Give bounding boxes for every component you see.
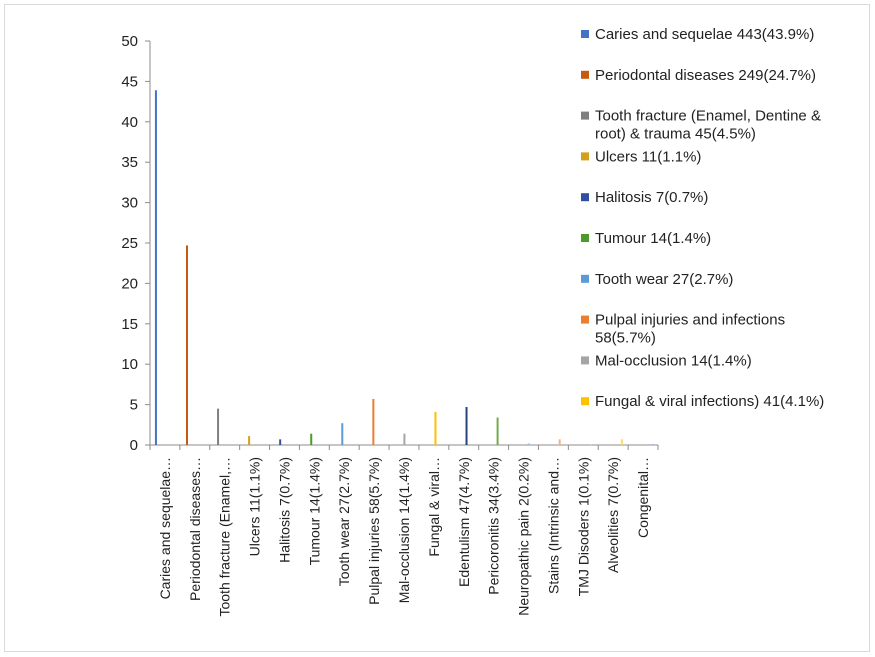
category-label: Tooth wear 27(2.7%) xyxy=(336,457,352,586)
y-tick-label: 45 xyxy=(121,73,138,90)
category-label: Congenital… xyxy=(635,457,651,538)
bar xyxy=(589,444,592,445)
bar xyxy=(403,433,406,445)
legend-label: Pulpal injuries and infections 58(5.7%) xyxy=(595,312,785,347)
legend-label: Tooth fracture (Enamel, Dentine & root) &… xyxy=(595,108,821,143)
bar xyxy=(186,245,188,445)
category-label: Stains (Intrinsic and… xyxy=(545,457,561,594)
bar xyxy=(434,411,437,445)
legend-label: Tumour 14(1.4%) xyxy=(595,230,711,247)
category-label: Alveolities 7(0.7%) xyxy=(605,457,621,573)
bar xyxy=(154,90,157,446)
y-tick-label: 20 xyxy=(121,275,138,292)
y-tick-label: 40 xyxy=(121,114,138,131)
legend-swatch xyxy=(581,111,589,120)
category-label: Caries and sequelae… xyxy=(157,457,173,599)
bar xyxy=(465,407,468,445)
category-label: Periodontal diseases… xyxy=(187,457,203,601)
legend-label: Fungal & viral infections) 41(4.1%) xyxy=(595,393,824,410)
bar xyxy=(527,443,530,445)
legend-label: Mal-occlusion 14(1.4%) xyxy=(595,352,752,369)
category-label: Mal-occlusion 14(1.4%) xyxy=(396,457,412,603)
legend-swatch xyxy=(581,397,589,406)
category-label: Neuropathic pain 2(0.2%) xyxy=(516,457,532,616)
bar xyxy=(341,423,344,445)
y-tick-label: 50 xyxy=(121,33,138,50)
legend-swatch xyxy=(581,315,589,324)
bar xyxy=(496,417,499,445)
y-tick-label: 15 xyxy=(121,316,138,333)
category-label: Ulcers 11(1.1%) xyxy=(247,457,263,556)
y-tick-label: 35 xyxy=(121,154,138,171)
bar xyxy=(217,408,220,445)
category-label: Pulpal injuries 58(5.7%) xyxy=(366,457,382,605)
y-tick-label: 30 xyxy=(121,195,138,212)
chart-frame: 0 5 10 15 20 25 30 35 40 45 50 Caries and sequelae…… xyxy=(4,4,870,652)
y-tick-label: 0 xyxy=(130,437,138,454)
legend-swatch xyxy=(581,193,589,202)
category-label: Tooth fracture (Enamel,… xyxy=(217,457,233,617)
legend-swatch xyxy=(581,234,589,242)
legend-label: Periodontal diseases 249(24.7%) xyxy=(595,67,816,84)
bar xyxy=(620,439,623,445)
y-tick-label: 5 xyxy=(130,397,138,414)
category-label: Halitosis 7(0.7%) xyxy=(276,457,292,563)
bar-chart: 0 5 10 15 20 25 30 35 40 45 50 Caries and sequelae…… xyxy=(121,26,824,617)
legend-swatch xyxy=(581,274,589,283)
category-label: Fungal & viral… xyxy=(426,457,442,557)
bar xyxy=(248,436,251,445)
category-label: Tumour 14(1.4%) xyxy=(306,457,322,565)
bar xyxy=(310,433,313,445)
bar xyxy=(372,398,375,445)
legend-swatch xyxy=(581,30,589,38)
category-label: TMJ Disoders 1(0.1%) xyxy=(575,457,591,596)
bar xyxy=(651,444,654,445)
legend-swatch xyxy=(581,356,589,365)
bar xyxy=(279,439,282,445)
category-label: Edentulism 47(4.7%) xyxy=(456,457,472,587)
category-label: Pericoronitis 34(3.4%) xyxy=(486,457,502,595)
legend-label: Halitosis 7(0.7%) xyxy=(595,189,708,206)
bar xyxy=(558,439,561,445)
legend-label: Ulcers 11(1.1%) xyxy=(595,148,701,165)
legend-swatch xyxy=(581,152,589,161)
legend-label: Tooth wear 27(2.7%) xyxy=(595,271,733,288)
legend-label: Caries and sequelae 443(43.9%) xyxy=(595,26,814,43)
y-tick-label: 10 xyxy=(121,356,138,373)
legend-swatch xyxy=(581,70,589,79)
y-tick-label: 25 xyxy=(121,235,138,252)
